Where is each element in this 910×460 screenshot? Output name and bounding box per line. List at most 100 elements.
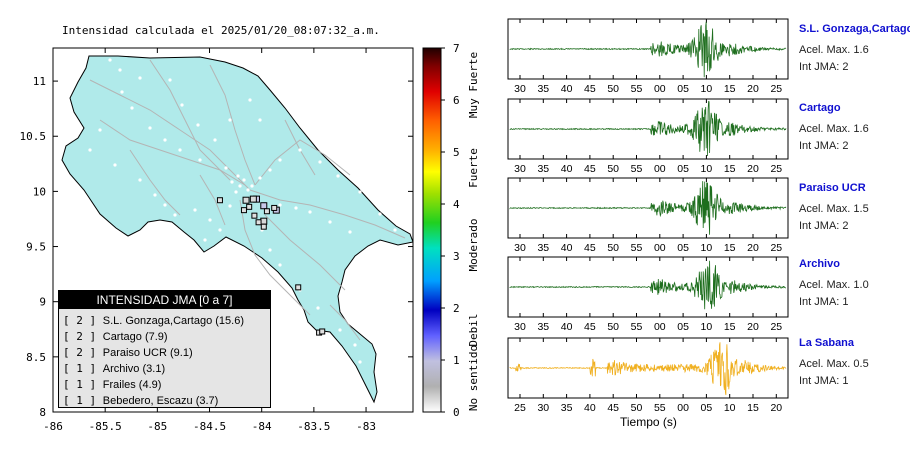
trace-x-tick: 10 bbox=[701, 163, 713, 175]
waveform-panel: 30 35 40 45 50 55 00 05 10 15 20 25 bbox=[507, 18, 789, 95]
trace-x-tick: 45 bbox=[584, 163, 596, 175]
town-dot bbox=[288, 108, 292, 112]
station-name: La Sabana bbox=[799, 337, 855, 349]
trace-x-tick: 20 bbox=[747, 321, 759, 333]
station-marker bbox=[260, 217, 268, 225]
station-name: S.L. Gonzaga,Cartago bbox=[799, 23, 910, 35]
legend-item-level: [ 1 ] bbox=[63, 362, 103, 375]
station-marker bbox=[242, 196, 250, 204]
station-marker bbox=[240, 207, 247, 214]
station-marker bbox=[263, 208, 270, 215]
trace-x-tick: 30 bbox=[514, 242, 526, 254]
station-marker bbox=[295, 284, 302, 291]
waveform-panel: 30 35 40 45 50 55 00 05 10 15 20 25 bbox=[507, 177, 789, 254]
town-dot bbox=[378, 212, 382, 216]
waveform-trace bbox=[509, 260, 786, 310]
map-y-tick: 10 bbox=[33, 185, 46, 198]
town-dot bbox=[173, 213, 177, 217]
town-dot bbox=[213, 138, 217, 142]
trace-x-tick: 00 bbox=[677, 402, 689, 414]
town-dot bbox=[278, 158, 282, 162]
trace-x-tick: 35 bbox=[537, 163, 549, 175]
trace-x-tick: 35 bbox=[561, 402, 573, 414]
trace-x-tick: 05 bbox=[701, 402, 713, 414]
x-axis-label: Tiempo (s) bbox=[620, 415, 677, 429]
legend-item: [ 2 ] Cartago (7.9) bbox=[63, 329, 270, 345]
map-x-tick: -85 bbox=[147, 420, 167, 433]
trace-x-tick: 25 bbox=[770, 163, 782, 175]
colorbar-label: No sentido bbox=[467, 345, 480, 411]
legend-item-level: [ 1 ] bbox=[63, 394, 103, 407]
trace-x-tick: 20 bbox=[770, 402, 782, 414]
map-x-tick: -83.5 bbox=[297, 420, 330, 433]
trace-x-tick: 05 bbox=[677, 163, 689, 175]
legend-item: [ 1 ] Frailes (4.9) bbox=[63, 377, 270, 393]
colorbar-tick: 2 bbox=[453, 302, 460, 315]
town-dot bbox=[308, 128, 312, 132]
station-marker bbox=[319, 328, 326, 335]
trace-x-tick: 45 bbox=[584, 83, 596, 95]
jma-intensity: Int JMA: 2 bbox=[799, 61, 849, 73]
trace-x-tick: 35 bbox=[537, 242, 549, 254]
town-dot bbox=[130, 106, 134, 110]
station-marker bbox=[255, 219, 262, 226]
costa-rica-land bbox=[61, 55, 413, 404]
waveform-panels: 30 35 40 45 50 55 00 05 10 15 20 25 30 35 40 45 50 55 00 05… bbox=[507, 18, 789, 414]
map-y-tick: 9 bbox=[39, 296, 46, 309]
trace-x-tick: 15 bbox=[724, 321, 736, 333]
colorbar-label: Muy Fuerte bbox=[467, 52, 480, 118]
town-dot bbox=[298, 148, 302, 152]
trace-info: La Sabana Acel. Max. 0.5 Int JMA: 1 bbox=[799, 337, 909, 387]
town-dot bbox=[358, 360, 362, 364]
map-x-tick: -85.5 bbox=[89, 420, 122, 433]
trace-x-tick: 40 bbox=[561, 242, 573, 254]
trace-x-tick: 55 bbox=[631, 83, 643, 95]
town-dot bbox=[148, 126, 152, 130]
town-dot bbox=[193, 208, 197, 212]
town-dot bbox=[163, 203, 167, 207]
trace-x-tick: 25 bbox=[514, 402, 526, 414]
legend-item: [ 1 ] Bebedero, Escazu (3.7) bbox=[63, 393, 270, 409]
trace-x-tick: 10 bbox=[724, 402, 736, 414]
town-dot bbox=[258, 118, 262, 122]
trace-x-tick: 40 bbox=[561, 321, 573, 333]
town-dot bbox=[353, 343, 357, 347]
station-marker bbox=[271, 204, 278, 211]
town-dot bbox=[242, 178, 246, 182]
town-dot bbox=[250, 184, 254, 188]
trace-x-tick: 35 bbox=[537, 321, 549, 333]
legend-item-name: Paraiso UCR (9.1) bbox=[102, 347, 193, 359]
map-y-tick: 11 bbox=[33, 75, 46, 88]
trace-info: Paraiso UCR Acel. Max. 1.5 Int JMA: 2 bbox=[799, 182, 909, 232]
trace-x-tick: 50 bbox=[607, 321, 619, 333]
road-network bbox=[89, 59, 406, 341]
town-dot bbox=[168, 78, 172, 82]
legend-item-level: [ 1 ] bbox=[63, 378, 103, 391]
town-dot bbox=[224, 166, 228, 170]
station-marker bbox=[260, 223, 267, 230]
trace-x-tick: 30 bbox=[514, 163, 526, 175]
town-dot bbox=[108, 58, 112, 62]
town-dot bbox=[138, 178, 142, 182]
waveform-trace bbox=[509, 181, 787, 235]
legend-item-name: S.L. Gonzaga,Cartago (15.6) bbox=[102, 315, 244, 327]
town-dot bbox=[234, 190, 238, 194]
trace-x-tick: 15 bbox=[724, 163, 736, 175]
town-dot bbox=[294, 206, 298, 210]
waveform-panel: 30 35 40 45 50 55 00 05 10 15 20 25 bbox=[507, 256, 789, 333]
trace-x-tick: 55 bbox=[654, 402, 666, 414]
legend-item-name: Frailes (4.9) bbox=[102, 379, 162, 391]
waveform-trace bbox=[509, 100, 787, 157]
trace-x-tick: 45 bbox=[607, 402, 619, 414]
town-dot bbox=[180, 103, 184, 107]
colorbar-label: Fuerte bbox=[467, 148, 480, 188]
map-y-tick: 8 bbox=[39, 406, 46, 419]
map-x-tick: -84.5 bbox=[193, 420, 226, 433]
trace-x-tick: 05 bbox=[677, 242, 689, 254]
trace-x-tick: 05 bbox=[677, 83, 689, 95]
jma-intensity: Int JMA: 2 bbox=[799, 140, 849, 152]
map-y-tick: 9.5 bbox=[26, 241, 46, 254]
town-dot bbox=[308, 210, 312, 214]
trace-x-tick: 10 bbox=[701, 321, 713, 333]
town-dot bbox=[236, 174, 240, 178]
